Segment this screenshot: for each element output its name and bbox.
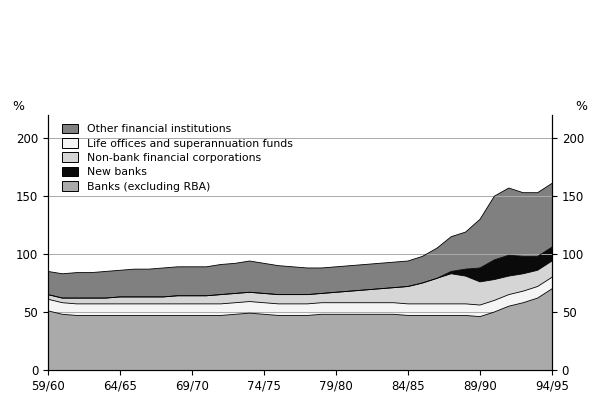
Legend: Other financial institutions, Life offices and superannuation funds, Non-bank fi: Other financial institutions, Life offic… xyxy=(58,120,296,195)
Text: %: % xyxy=(575,99,587,113)
Text: %: % xyxy=(13,99,25,113)
